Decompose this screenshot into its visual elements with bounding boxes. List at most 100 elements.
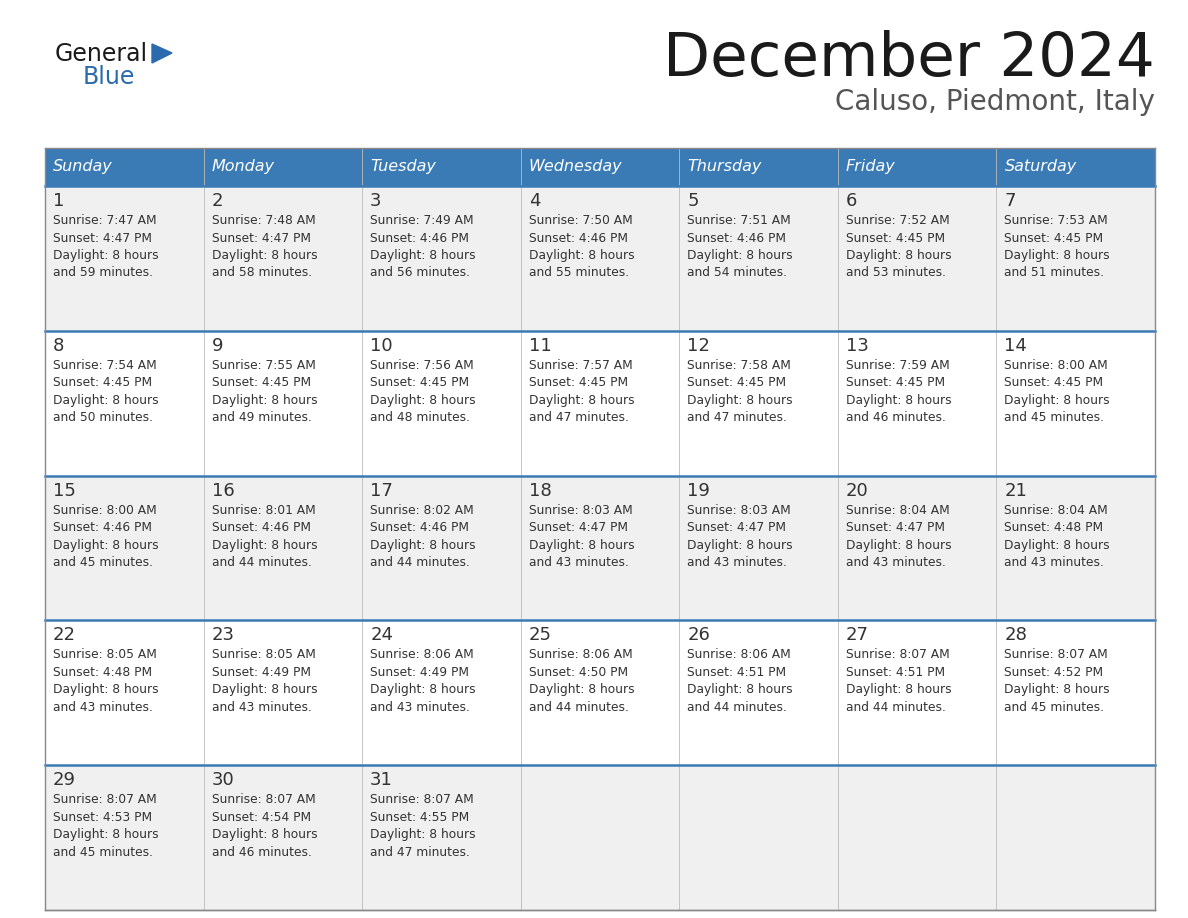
Text: Daylight: 8 hours: Daylight: 8 hours (529, 394, 634, 407)
Text: Sunset: 4:47 PM: Sunset: 4:47 PM (688, 521, 786, 534)
Text: and 46 minutes.: and 46 minutes. (211, 845, 311, 858)
Text: and 44 minutes.: and 44 minutes. (846, 701, 946, 714)
Text: 3: 3 (371, 192, 381, 210)
Text: Sunset: 4:47 PM: Sunset: 4:47 PM (529, 521, 627, 534)
Text: Daylight: 8 hours: Daylight: 8 hours (846, 539, 952, 552)
Text: Sunrise: 7:54 AM: Sunrise: 7:54 AM (53, 359, 157, 372)
Text: Sunrise: 7:47 AM: Sunrise: 7:47 AM (53, 214, 157, 227)
Text: Sunrise: 7:48 AM: Sunrise: 7:48 AM (211, 214, 315, 227)
Text: and 56 minutes.: and 56 minutes. (371, 266, 470, 279)
Text: 30: 30 (211, 771, 234, 789)
Text: Sunrise: 8:03 AM: Sunrise: 8:03 AM (688, 504, 791, 517)
Text: and 43 minutes.: and 43 minutes. (529, 556, 628, 569)
Text: Sunrise: 8:00 AM: Sunrise: 8:00 AM (53, 504, 157, 517)
Text: Sunrise: 7:50 AM: Sunrise: 7:50 AM (529, 214, 632, 227)
Bar (45, 766, 1155, 910)
Text: December 2024: December 2024 (663, 30, 1155, 89)
Text: 9: 9 (211, 337, 223, 354)
Text: 20: 20 (846, 482, 868, 499)
Text: and 44 minutes.: and 44 minutes. (529, 701, 628, 714)
Text: Sunrise: 8:07 AM: Sunrise: 8:07 AM (846, 648, 949, 661)
Text: 27: 27 (846, 626, 868, 644)
Text: Daylight: 8 hours: Daylight: 8 hours (53, 828, 159, 841)
Text: 11: 11 (529, 337, 551, 354)
Text: Sunset: 4:45 PM: Sunset: 4:45 PM (211, 376, 311, 389)
Text: and 43 minutes.: and 43 minutes. (371, 701, 470, 714)
Text: 29: 29 (53, 771, 76, 789)
Text: Sunset: 4:45 PM: Sunset: 4:45 PM (53, 376, 152, 389)
Text: Daylight: 8 hours: Daylight: 8 hours (211, 828, 317, 841)
Text: Sunrise: 8:07 AM: Sunrise: 8:07 AM (211, 793, 315, 806)
Text: and 44 minutes.: and 44 minutes. (211, 556, 311, 569)
Text: Daylight: 8 hours: Daylight: 8 hours (53, 683, 159, 697)
Text: Daylight: 8 hours: Daylight: 8 hours (211, 683, 317, 697)
Text: Sunrise: 7:58 AM: Sunrise: 7:58 AM (688, 359, 791, 372)
Text: Daylight: 8 hours: Daylight: 8 hours (53, 249, 159, 262)
Text: Sunrise: 8:05 AM: Sunrise: 8:05 AM (53, 648, 157, 661)
Text: and 43 minutes.: and 43 minutes. (688, 556, 788, 569)
Text: Sunset: 4:55 PM: Sunset: 4:55 PM (371, 811, 469, 823)
Text: Sunrise: 8:06 AM: Sunrise: 8:06 AM (371, 648, 474, 661)
Text: Sunset: 4:47 PM: Sunset: 4:47 PM (211, 231, 310, 244)
Text: Sunset: 4:46 PM: Sunset: 4:46 PM (53, 521, 152, 534)
Text: Sunrise: 7:49 AM: Sunrise: 7:49 AM (371, 214, 474, 227)
Text: 18: 18 (529, 482, 551, 499)
Text: Sunset: 4:45 PM: Sunset: 4:45 PM (846, 231, 944, 244)
Text: Sunset: 4:45 PM: Sunset: 4:45 PM (1004, 376, 1104, 389)
Text: Sunrise: 8:06 AM: Sunrise: 8:06 AM (529, 648, 632, 661)
Text: 21: 21 (1004, 482, 1028, 499)
Text: Daylight: 8 hours: Daylight: 8 hours (688, 394, 792, 407)
Text: Sunset: 4:45 PM: Sunset: 4:45 PM (371, 376, 469, 389)
Text: Sunset: 4:53 PM: Sunset: 4:53 PM (53, 811, 152, 823)
Text: and 58 minutes.: and 58 minutes. (211, 266, 311, 279)
Text: Sunrise: 7:51 AM: Sunrise: 7:51 AM (688, 214, 791, 227)
Text: 22: 22 (53, 626, 76, 644)
Text: Sunrise: 8:07 AM: Sunrise: 8:07 AM (371, 793, 474, 806)
Text: Sunset: 4:49 PM: Sunset: 4:49 PM (211, 666, 310, 679)
Text: and 45 minutes.: and 45 minutes. (1004, 411, 1105, 424)
Text: Daylight: 8 hours: Daylight: 8 hours (1004, 539, 1110, 552)
Text: Sunset: 4:46 PM: Sunset: 4:46 PM (211, 521, 310, 534)
Bar (45, 621, 1155, 766)
Text: and 47 minutes.: and 47 minutes. (529, 411, 628, 424)
Text: 28: 28 (1004, 626, 1028, 644)
Text: Sunset: 4:45 PM: Sunset: 4:45 PM (1004, 231, 1104, 244)
Text: Daylight: 8 hours: Daylight: 8 hours (371, 828, 475, 841)
Bar (45, 186, 1155, 330)
Polygon shape (152, 44, 172, 63)
Text: Sunset: 4:46 PM: Sunset: 4:46 PM (529, 231, 627, 244)
Text: Sunrise: 8:06 AM: Sunrise: 8:06 AM (688, 648, 791, 661)
Text: 4: 4 (529, 192, 541, 210)
Text: and 51 minutes.: and 51 minutes. (1004, 266, 1105, 279)
Text: Sunset: 4:47 PM: Sunset: 4:47 PM (846, 521, 944, 534)
Text: 19: 19 (688, 482, 710, 499)
Text: 6: 6 (846, 192, 858, 210)
Text: and 48 minutes.: and 48 minutes. (371, 411, 470, 424)
Text: Sunrise: 8:07 AM: Sunrise: 8:07 AM (53, 793, 157, 806)
Text: 2: 2 (211, 192, 223, 210)
Text: and 49 minutes.: and 49 minutes. (211, 411, 311, 424)
Text: and 43 minutes.: and 43 minutes. (1004, 556, 1105, 569)
Text: Daylight: 8 hours: Daylight: 8 hours (529, 539, 634, 552)
Text: 26: 26 (688, 626, 710, 644)
Text: General: General (55, 42, 148, 66)
Text: Sunset: 4:50 PM: Sunset: 4:50 PM (529, 666, 627, 679)
Text: Sunrise: 8:05 AM: Sunrise: 8:05 AM (211, 648, 316, 661)
Text: Daylight: 8 hours: Daylight: 8 hours (688, 249, 792, 262)
Text: and 47 minutes.: and 47 minutes. (688, 411, 788, 424)
Text: 31: 31 (371, 771, 393, 789)
Text: 25: 25 (529, 626, 551, 644)
Text: Daylight: 8 hours: Daylight: 8 hours (688, 683, 792, 697)
Text: Sunrise: 8:03 AM: Sunrise: 8:03 AM (529, 504, 632, 517)
Text: Daylight: 8 hours: Daylight: 8 hours (371, 539, 475, 552)
Text: Saturday: Saturday (1004, 160, 1076, 174)
Text: Caluso, Piedmont, Italy: Caluso, Piedmont, Italy (835, 88, 1155, 116)
Text: Daylight: 8 hours: Daylight: 8 hours (846, 394, 952, 407)
Text: 14: 14 (1004, 337, 1028, 354)
Text: Sunrise: 7:53 AM: Sunrise: 7:53 AM (1004, 214, 1108, 227)
Text: 10: 10 (371, 337, 393, 354)
Text: Sunset: 4:54 PM: Sunset: 4:54 PM (211, 811, 311, 823)
Text: Sunrise: 7:56 AM: Sunrise: 7:56 AM (371, 359, 474, 372)
Text: Sunrise: 8:07 AM: Sunrise: 8:07 AM (1004, 648, 1108, 661)
Text: Sunset: 4:51 PM: Sunset: 4:51 PM (688, 666, 786, 679)
